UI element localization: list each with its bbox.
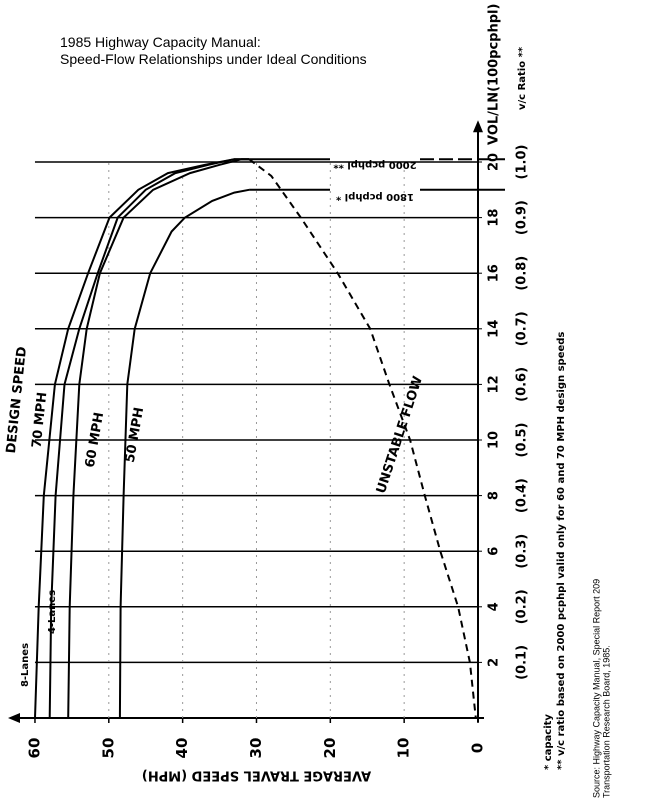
y2-tick-label: (0.6) [515,367,530,402]
series-label: 8-Lanes [20,643,31,687]
x-tick-label: 10 [395,738,413,759]
y-tick-label: 20 [487,153,502,171]
x-axis-arrow [8,713,20,723]
source-note: Source: Highway Capacity Manual, Special… [591,579,601,798]
y-axis-title: VOL/LN(100pcphpl) [487,4,502,145]
series-label: 4-Lanes [47,590,58,634]
y-tick-label: 2 [487,658,502,667]
series-line [248,158,477,719]
x-tick-label: 30 [247,738,265,759]
y2-tick-label: (0.4) [515,478,530,513]
series-line [48,158,250,719]
series-line [67,158,250,719]
y-tick-label: 4 [487,602,502,611]
x-tick-label: 40 [173,738,191,759]
y2-tick-label: (0.9) [515,200,530,235]
x-tick-label: 20 [321,738,339,759]
x-tick-label: 50 [99,738,117,759]
y-tick-label: 10 [487,431,502,449]
chart-subtitle: Speed-Flow Relationships under Ideal Con… [60,51,367,67]
annotation: 2000 pcphpl ** [333,159,417,170]
y2-tick-label: (1.0) [515,145,530,180]
chart-title: 1985 Highway Capacity Manual: [60,34,261,50]
x-tick-label: 60 [25,738,43,759]
x-tick-label: 0 [469,743,487,753]
annotation: 70 MPH [30,391,51,448]
source-note: Transportation Research Board, 1985. [601,645,611,798]
y2-tick-label: (0.3) [515,534,530,569]
x-axis-title: AVERAGE TRAVEL SPEED (MPH) [142,768,371,783]
series-label: UNSTABLE FLOW [374,374,426,495]
series-line [34,158,250,719]
footnote: * capacity [543,714,554,770]
footnote: ** v/c ratio based on 2000 pcphpl valid … [556,332,567,770]
y-axis-arrow [473,120,483,133]
annotation: 1800 pcphpl * [335,191,414,202]
annotation: DESIGN SPEED [4,346,30,455]
y-tick-label: 12 [487,375,502,393]
y-tick-label: 8 [487,491,502,500]
y2-tick-label: (0.5) [515,423,530,458]
y-tick-label: 16 [487,264,502,282]
y2-tick-label: (0.8) [515,256,530,291]
y2-axis-title: v/c Ratio ** [517,46,528,110]
y-tick-label: 6 [487,547,502,556]
y2-tick-label: (0.2) [515,589,530,624]
y-tick-label: 14 [487,320,502,338]
y2-tick-label: (0.7) [515,311,530,346]
series-line [118,188,250,719]
y2-tick-label: (0.1) [515,645,530,680]
y-tick-label: 18 [487,209,502,227]
